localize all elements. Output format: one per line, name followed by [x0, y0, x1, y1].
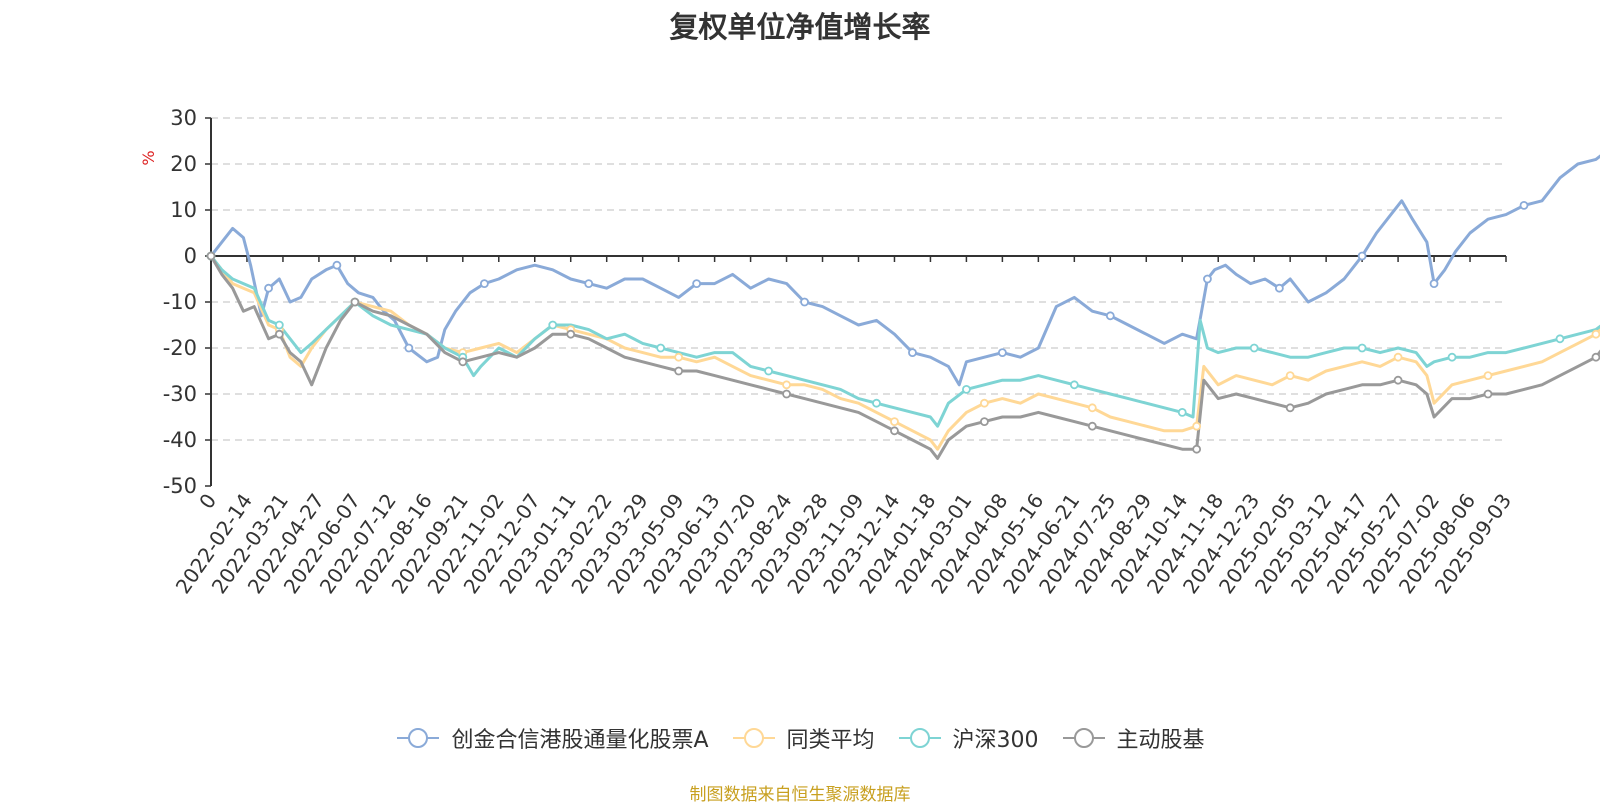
- series-marker: [405, 345, 412, 352]
- series-marker: [1204, 276, 1211, 283]
- series-marker: [1276, 285, 1283, 292]
- grid-lines: [211, 118, 1506, 440]
- series-marker: [276, 331, 283, 338]
- series-marker: [963, 386, 970, 393]
- y-tick-label: -50: [163, 474, 197, 498]
- series-marker: [783, 391, 790, 398]
- series-marker: [981, 400, 988, 407]
- series-marker: [208, 253, 215, 260]
- series-marker: [1089, 404, 1096, 411]
- series-marker: [265, 285, 272, 292]
- legend-label: 同类平均: [787, 722, 875, 754]
- series-marker: [675, 368, 682, 375]
- legend-swatch-icon: [731, 726, 777, 750]
- legend-item[interactable]: 创金合信港股通量化股票A: [395, 722, 708, 754]
- series-marker: [1193, 446, 1200, 453]
- y-tick-label: -20: [163, 336, 197, 360]
- y-tick-label: 20: [170, 152, 197, 176]
- series-marker: [801, 299, 808, 306]
- series-marker: [1179, 409, 1186, 416]
- series-marker: [1193, 423, 1200, 430]
- x-tick-label: 0: [194, 489, 221, 513]
- legend-swatch-icon: [897, 726, 943, 750]
- series-marker: [1485, 372, 1492, 379]
- series-marker: [999, 349, 1006, 356]
- y-tick-label: 0: [184, 244, 197, 268]
- series-marker: [909, 349, 916, 356]
- series-marker: [585, 280, 592, 287]
- legend-swatch-icon: [395, 726, 441, 750]
- series-marker: [873, 400, 880, 407]
- series-marker: [693, 280, 700, 287]
- series-marker: [891, 418, 898, 425]
- axis-labels: 3020100-10-20-30-40-50%02022-02-142022-0…: [139, 106, 1516, 598]
- series-marker: [1485, 391, 1492, 398]
- series-marker: [1287, 404, 1294, 411]
- legend-label: 主动股基: [1117, 722, 1205, 754]
- series-marker: [351, 299, 358, 306]
- series-marker: [549, 322, 556, 329]
- series-marker: [981, 418, 988, 425]
- y-tick-label: 10: [170, 198, 197, 222]
- series-markers: [208, 138, 1600, 453]
- series-marker: [1107, 312, 1114, 319]
- legend-swatch-icon: [1061, 726, 1107, 750]
- series-line-2: [211, 256, 1600, 426]
- legend: 创金合信港股通量化股票A 同类平均 沪深300 主动股基: [0, 722, 1600, 754]
- legend-label: 创金合信港股通量化股票A: [451, 722, 708, 754]
- y-tick-label: 30: [170, 106, 197, 130]
- legend-item[interactable]: 主动股基: [1061, 722, 1205, 754]
- series-marker: [783, 381, 790, 388]
- y-tick-label: -10: [163, 290, 197, 314]
- series-marker: [1592, 354, 1599, 361]
- series-marker: [1359, 253, 1366, 260]
- series-marker: [333, 262, 340, 269]
- series-marker: [1395, 377, 1402, 384]
- series-marker: [276, 322, 283, 329]
- series-marker: [1089, 423, 1096, 430]
- series-marker: [1592, 331, 1599, 338]
- series-marker: [567, 331, 574, 338]
- series-lines: [211, 141, 1600, 458]
- y-tick-label: -30: [163, 382, 197, 406]
- legend-item[interactable]: 同类平均: [731, 722, 875, 754]
- series-marker: [1449, 354, 1456, 361]
- series-marker: [1395, 354, 1402, 361]
- y-axis-label: %: [139, 150, 158, 165]
- y-tick-label: -40: [163, 428, 197, 452]
- legend-label: 沪深300: [953, 722, 1039, 754]
- series-marker: [459, 358, 466, 365]
- series-marker: [1251, 345, 1258, 352]
- series-marker: [1071, 381, 1078, 388]
- series-marker: [891, 427, 898, 434]
- series-marker: [1287, 372, 1294, 379]
- series-marker: [765, 368, 772, 375]
- series-line-1: [211, 256, 1600, 449]
- series-marker: [481, 280, 488, 287]
- legend-item[interactable]: 沪深300: [897, 722, 1039, 754]
- series-marker: [1556, 335, 1563, 342]
- series-marker: [657, 345, 664, 352]
- series-marker: [1520, 202, 1527, 209]
- series-marker: [675, 354, 682, 361]
- series-marker: [1431, 280, 1438, 287]
- series-marker: [1359, 345, 1366, 352]
- source-note: 制图数据来自恒生聚源数据库: [0, 780, 1600, 805]
